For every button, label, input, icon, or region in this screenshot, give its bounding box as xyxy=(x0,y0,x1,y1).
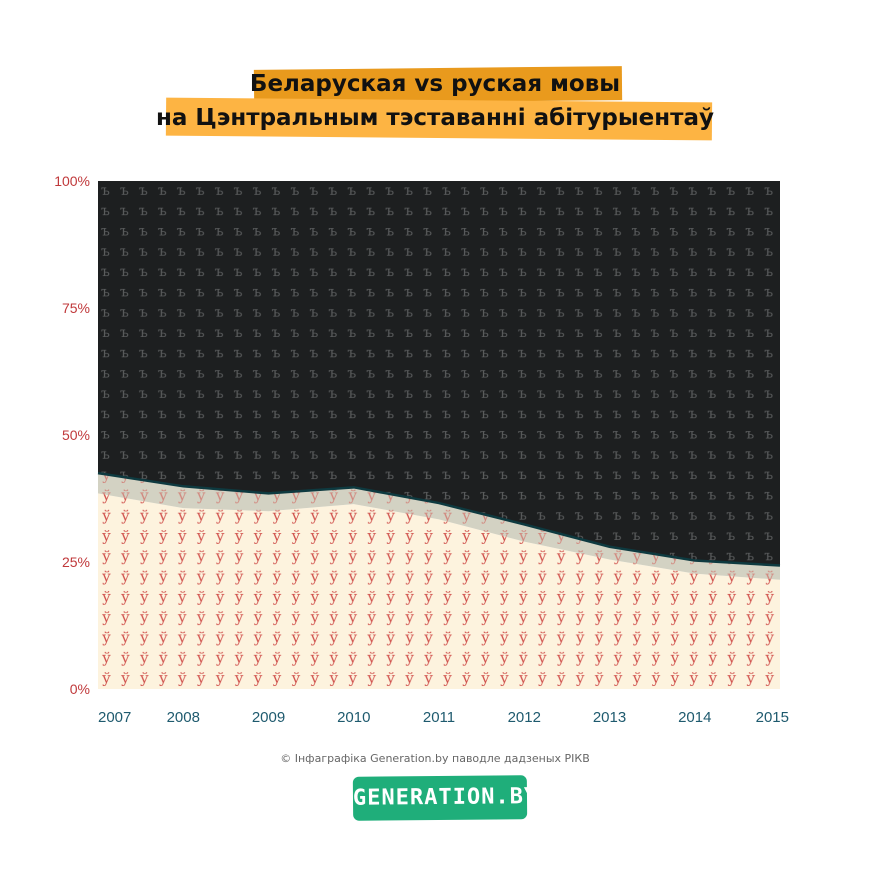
area-chart: ъ ў ў 0%25%50%75%100% 200720082009201020… xyxy=(54,173,789,726)
x-tick-label: 2007 xyxy=(98,709,131,726)
x-tick-label: 2015 xyxy=(756,709,789,726)
y-tick-label: 0% xyxy=(70,681,90,697)
y-tick-label: 100% xyxy=(54,173,90,189)
middle-band-area xyxy=(98,473,780,580)
x-tick-label: 2010 xyxy=(337,709,370,726)
x-tick-label: 2014 xyxy=(678,709,711,726)
russian-area xyxy=(98,181,780,566)
x-tick-label: 2013 xyxy=(593,709,626,726)
y-tick-label: 25% xyxy=(62,554,90,570)
y-tick-label: 50% xyxy=(62,427,90,443)
belarusian-area xyxy=(98,493,780,689)
title-line-1: Беларуская vs руская мовы xyxy=(249,71,621,97)
generation-by-logo[interactable]: GENERATION.BY xyxy=(352,775,538,821)
x-tick-label: 2012 xyxy=(508,709,541,726)
boundary-line xyxy=(97,471,781,567)
x-tick-label: 2008 xyxy=(167,709,200,726)
x-tick-label: 2009 xyxy=(252,709,285,726)
x-tick-label: 2011 xyxy=(423,709,455,726)
title-line-2: на Цэнтральным тэставанні абітурыентаў xyxy=(155,105,715,131)
source-credit: © Інфаграфіка Generation.by паводле дадз… xyxy=(280,752,590,765)
y-tick-label: 75% xyxy=(62,300,90,316)
